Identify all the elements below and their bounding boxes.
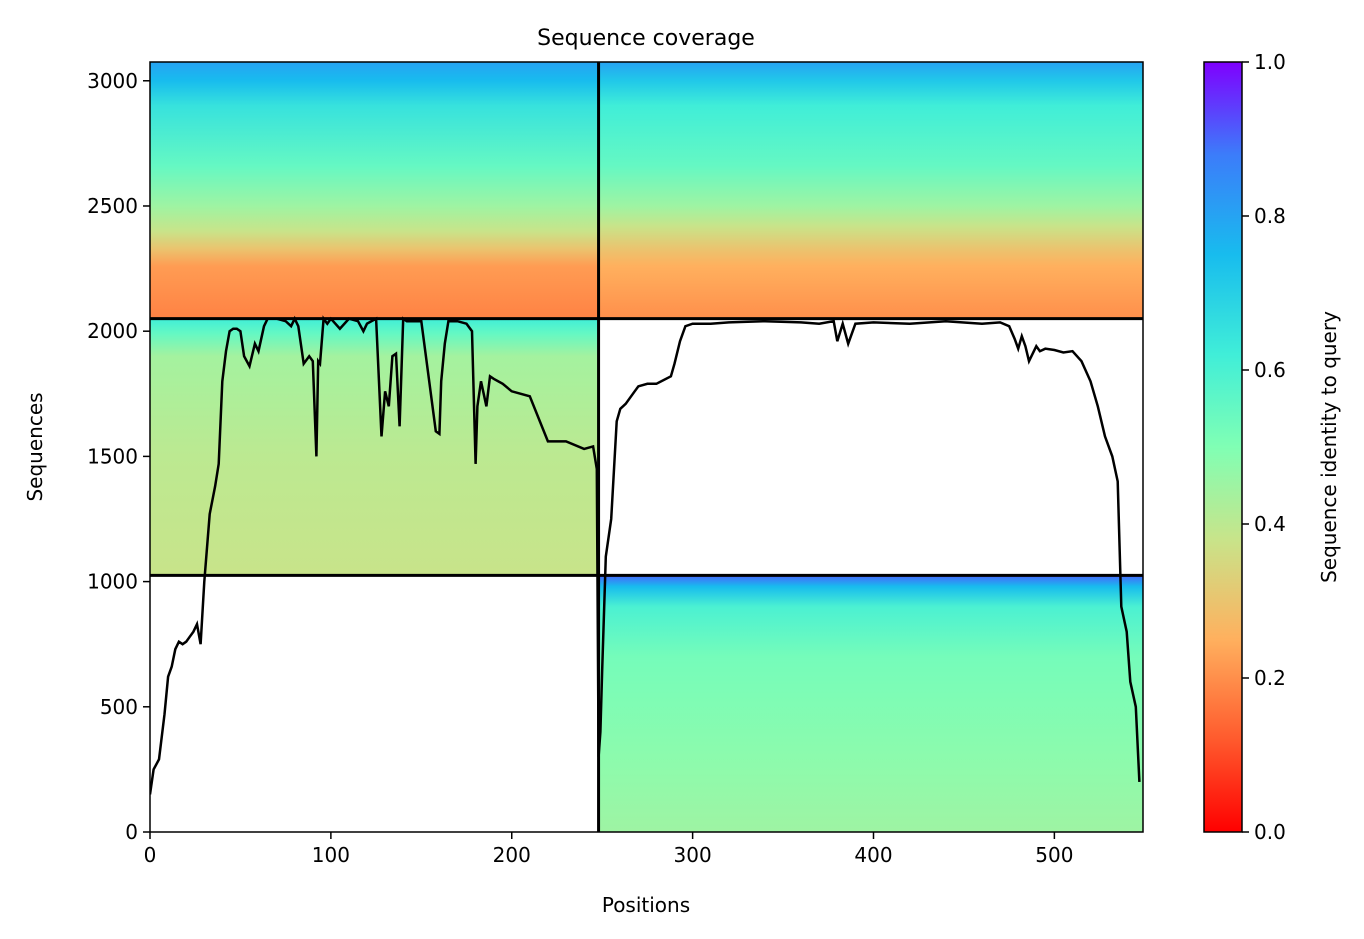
colorbar-ticks: 0.0 0.2 0.4 0.6 0.8 1.0	[1242, 50, 1286, 844]
coverage-block	[598, 62, 1143, 319]
x-tick-label: 200	[493, 843, 531, 867]
colorbar-label: Sequence identity to query	[1317, 311, 1341, 583]
y-axis-label: Sequences	[23, 392, 47, 501]
x-tick-label: 500	[1035, 843, 1073, 867]
colorbar: 0.0 0.2 0.4 0.6 0.8 1.0 Sequence identity to …	[1203, 50, 1341, 844]
chart-title: Sequence coverage	[537, 26, 755, 51]
y-tick-label: 0	[125, 820, 138, 844]
y-axis: 0 500 1000 1500 2000 2500 3000	[87, 69, 150, 844]
colorbar-tick-label: 0.4	[1254, 512, 1286, 536]
colorbar-tick-label: 1.0	[1254, 50, 1286, 74]
coverage-block	[150, 318, 599, 576]
x-tick-label: 100	[312, 843, 350, 867]
y-tick-label: 1000	[87, 570, 138, 594]
x-axis-label: Positions	[602, 893, 690, 917]
x-tick-label: 400	[854, 843, 892, 867]
colorbar-tick-label: 0.8	[1254, 204, 1286, 228]
y-tick-label: 3000	[87, 69, 138, 93]
coverage-block	[150, 62, 599, 319]
colorbar-gradient	[1203, 61, 1243, 833]
coverage-line	[150, 315, 1141, 795]
x-tick-label: 0	[144, 843, 157, 867]
y-tick-label: 2000	[87, 319, 138, 343]
x-axis: 0 100 200 300 400 500	[144, 832, 1073, 867]
coverage-blocks	[150, 62, 1143, 832]
x-tick-label: 300	[674, 843, 712, 867]
colorbar-tick-label: 0.0	[1254, 820, 1286, 844]
colorbar-tick-label: 0.2	[1254, 666, 1286, 690]
plot-frame	[149, 61, 1144, 833]
y-tick-label: 500	[100, 695, 138, 719]
colorbar-tick-label: 0.6	[1254, 358, 1286, 382]
coverage-block	[598, 575, 1143, 832]
plot-area	[150, 62, 1143, 832]
y-tick-label: 1500	[87, 444, 138, 468]
y-tick-label: 2500	[87, 194, 138, 218]
